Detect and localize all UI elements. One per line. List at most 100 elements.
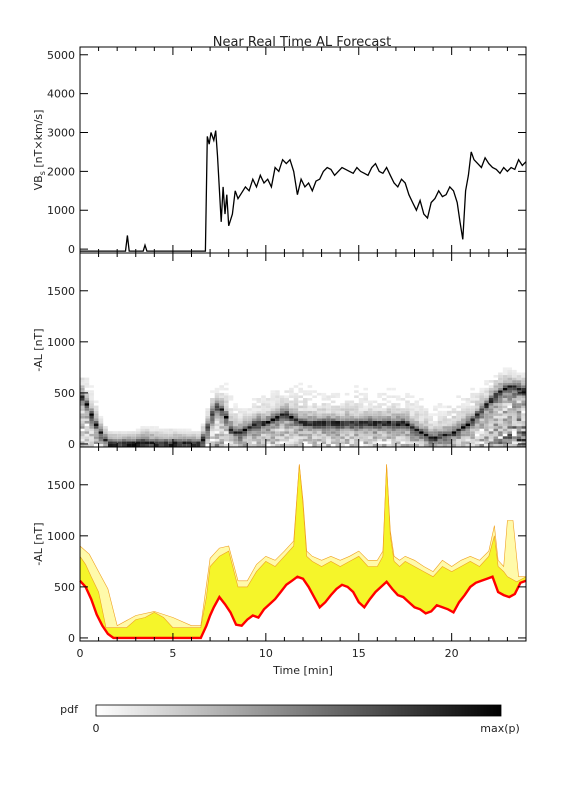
pdf-cell	[521, 408, 526, 411]
pdf-cell	[242, 431, 248, 434]
pdf-cell	[149, 438, 155, 442]
pdf-cell	[363, 400, 368, 404]
pdf-cell	[261, 421, 266, 424]
pdf-cell	[316, 438, 322, 442]
pdf-cell	[521, 375, 526, 378]
pdf-cell	[80, 405, 85, 409]
pdf-cell	[470, 415, 475, 419]
pdf-cell	[251, 405, 257, 409]
pdf-cell	[93, 438, 99, 442]
pdf-cell	[488, 398, 494, 401]
pdf-cell	[298, 426, 303, 429]
pdf-cell	[107, 431, 113, 434]
pdf-cell	[507, 436, 512, 439]
pdf-cell	[279, 410, 285, 414]
pdf-cell	[465, 418, 471, 421]
pdf-cell	[80, 438, 85, 442]
pdf-cell	[214, 426, 220, 429]
pdf-cell	[186, 438, 192, 442]
pdf-cell	[172, 433, 178, 437]
pdf-cell	[340, 408, 345, 411]
pdf-cell	[251, 398, 257, 401]
pdf-cell	[498, 410, 503, 414]
pdf-cell	[498, 415, 503, 419]
pdf-cell	[219, 387, 224, 391]
pdf-cell	[84, 377, 90, 381]
pdf-cell	[512, 436, 517, 439]
pdf-cell	[214, 438, 220, 442]
pdf-cell	[84, 421, 90, 424]
pdf-cell	[363, 387, 368, 391]
pdf-cell	[502, 387, 508, 391]
pdf-cell	[126, 443, 132, 447]
pdf-cell	[140, 428, 145, 432]
pdf-cell	[233, 421, 238, 424]
pdf-cell	[89, 433, 94, 437]
pdf-cell	[335, 418, 341, 421]
pdf-cell	[493, 418, 499, 421]
pdf-cell	[391, 426, 396, 429]
pdf-cell	[507, 433, 512, 437]
pdf-cell	[284, 405, 289, 409]
pdf-cell	[238, 431, 243, 434]
y-tick-label: 1000	[47, 530, 75, 543]
pdf-cell	[298, 443, 303, 447]
pdf-cell	[395, 423, 401, 427]
pdf-cell	[377, 428, 382, 432]
pdf-cell	[456, 443, 461, 447]
pdf-cell	[414, 408, 420, 411]
pdf-cell	[386, 431, 392, 434]
pdf-cell	[344, 392, 350, 396]
pdf-cell	[242, 415, 248, 419]
pdf-cell	[131, 431, 136, 434]
pdf-cell	[493, 415, 499, 419]
pdf-cell	[219, 428, 224, 432]
pdf-cell	[363, 395, 368, 398]
pdf-cell	[293, 438, 299, 442]
pdf-cell	[251, 415, 257, 419]
pdf-cell	[437, 421, 443, 424]
pdf-cell	[80, 385, 85, 388]
pdf-cell	[219, 421, 224, 424]
y-tick-label: 1500	[47, 285, 75, 298]
pdf-cell	[377, 421, 382, 424]
pdf-cell	[470, 433, 475, 437]
pdf-cell	[349, 415, 355, 419]
pdf-cell	[275, 398, 280, 401]
pdf-cell	[488, 405, 494, 409]
pdf-cell	[474, 392, 480, 396]
pdf-cell	[391, 433, 396, 437]
pdf-cell	[205, 413, 210, 416]
pdf-cell	[358, 421, 364, 424]
pdf-cell	[386, 433, 392, 437]
pdf-cell	[340, 418, 345, 421]
vbs-x-ticks	[79, 47, 527, 253]
pdf-cell	[233, 428, 238, 432]
pdf-cell	[386, 387, 392, 391]
pdf-cell	[316, 443, 322, 447]
pdf-cell	[442, 410, 447, 414]
pdf-cell	[512, 423, 517, 427]
pdf-cell	[461, 403, 466, 406]
pdf-cell	[512, 387, 517, 391]
pdf-cell	[391, 410, 396, 414]
pdf-cell	[451, 441, 457, 444]
pdf-cell	[484, 380, 489, 383]
pdf-cell	[437, 431, 443, 434]
pdf-cell	[84, 426, 90, 429]
pdf-cell	[228, 431, 234, 434]
pdf-cell	[433, 413, 438, 416]
pdf-cell	[377, 415, 382, 419]
pdf-cell	[303, 403, 308, 406]
pdf-cell	[400, 418, 406, 421]
pdf-cell	[80, 443, 85, 447]
pdf-cell	[479, 405, 485, 409]
pdf-cell	[335, 410, 341, 414]
pdf-cell	[344, 431, 350, 434]
pdf-cell	[182, 433, 187, 437]
pdf-cell	[284, 413, 289, 416]
pdf-cell	[354, 403, 359, 406]
pdf-cell	[210, 390, 215, 393]
pdf-cell	[335, 395, 341, 398]
